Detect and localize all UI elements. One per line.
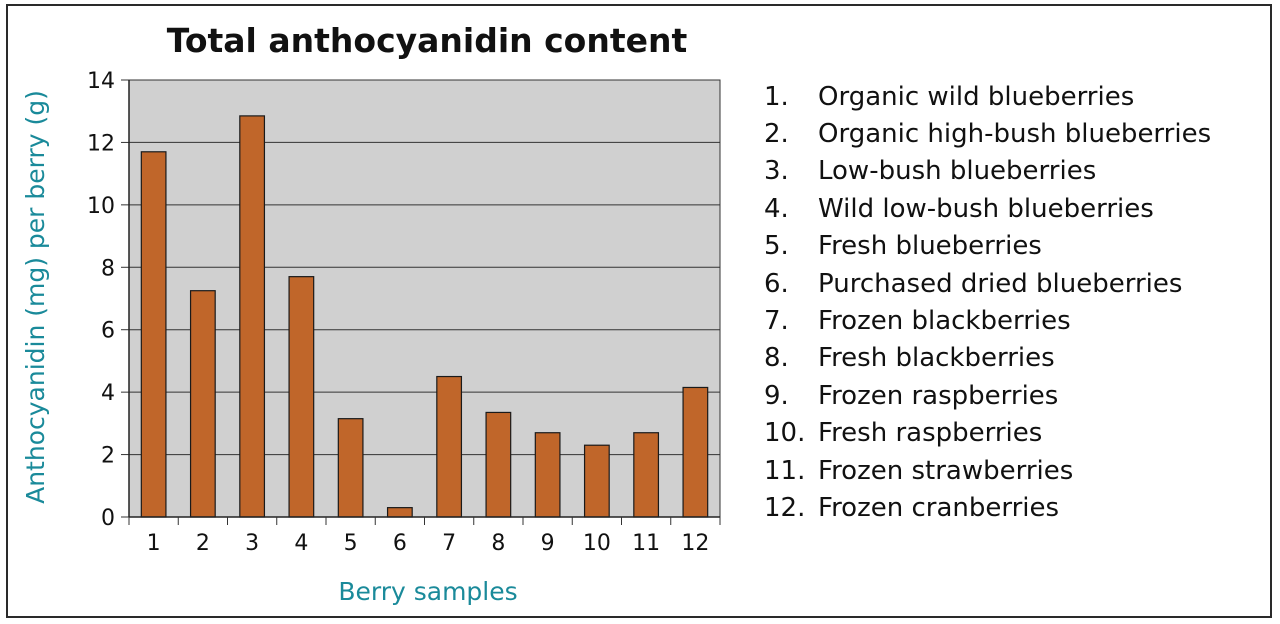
- y-tick-label: 8: [101, 256, 115, 281]
- legend-item: 3. Low-bush blueberries: [764, 153, 1211, 190]
- axes: [121, 79, 721, 525]
- legend-item-label: Purchased dried blueberries: [818, 268, 1183, 299]
- legend-item-number: 3.: [764, 156, 789, 187]
- x-tick-label: 4: [294, 531, 308, 556]
- legend-item: 10. Fresh raspberries: [764, 415, 1211, 452]
- legend-item: 8. Fresh blackberries: [764, 340, 1211, 377]
- legend-item-label: Frozen blackberries: [818, 306, 1071, 337]
- x-tick-label: 11: [632, 531, 660, 556]
- bar: [583, 444, 610, 518]
- legend-item-number: 10.: [764, 418, 806, 449]
- legend-item: 2. Organic high-bush blueberries: [764, 115, 1211, 152]
- legend-item: 4. Wild low-bush blueberries: [764, 190, 1211, 227]
- legend-item-number: 11.: [764, 455, 806, 486]
- legend-item: 7. Frozen blackberries: [764, 302, 1211, 339]
- bar: [633, 432, 660, 518]
- legend-item-number: 6.: [764, 268, 789, 299]
- x-tick-label: 7: [442, 531, 456, 556]
- legend-item-label: Organic wild blueberries: [818, 81, 1135, 112]
- x-tick-label: 3: [245, 531, 259, 556]
- bar: [534, 432, 561, 518]
- bar: [239, 115, 266, 518]
- legend-item-number: 5.: [764, 231, 789, 262]
- x-tick-label: 9: [541, 531, 555, 556]
- legend-item-label: Organic high-bush blueberries: [818, 119, 1212, 150]
- y-tick-label: 2: [101, 444, 115, 469]
- legend-item-label: Low-bush blueberries: [818, 156, 1097, 187]
- legend-item-label: Fresh raspberries: [818, 418, 1043, 449]
- x-tick-label: 8: [491, 531, 505, 556]
- legend-item-number: 2.: [764, 119, 789, 150]
- x-tick-label: 5: [344, 531, 358, 556]
- legend-item-label: Fresh blackberries: [818, 343, 1055, 374]
- y-axis-label: Anthocyanidin (mg) per berry (g): [21, 90, 50, 504]
- chart-title: Total anthocyanidin content: [167, 21, 688, 60]
- legend-item-number: 9.: [764, 380, 789, 411]
- legend-item-number: 1.: [764, 81, 789, 112]
- bar: [436, 375, 463, 518]
- x-tick-label: 2: [196, 531, 210, 556]
- legend-item-label: Fresh blueberries: [818, 231, 1042, 262]
- legend-item-number: 12.: [764, 492, 806, 523]
- bar: [189, 290, 216, 518]
- sample-legend: 1. Organic wild blueberries 2. Organic high…: [764, 78, 1211, 527]
- legend-item: 9. Frozen raspberries: [764, 377, 1211, 414]
- x-tick-labels: 1 2 3 4 5 6 7 8 9 10 11 12: [147, 531, 710, 556]
- y-tick-labels: 0 2 4 6 8 10 12 14: [87, 69, 115, 531]
- legend-item: 11. Frozen strawberries: [764, 452, 1211, 489]
- bar: [140, 151, 167, 518]
- y-tick-label: 0: [101, 506, 115, 531]
- legend-item: 5. Fresh blueberries: [764, 228, 1211, 265]
- bar: [337, 418, 364, 518]
- gridlines: [129, 79, 720, 456]
- legend-item-label: Frozen raspberries: [818, 380, 1059, 411]
- bar: [288, 276, 315, 518]
- legend-item: 6. Purchased dried blueberries: [764, 265, 1211, 302]
- bar: [682, 386, 709, 518]
- y-tick-label: 6: [101, 319, 115, 344]
- legend-item-label: Frozen strawberries: [818, 455, 1074, 486]
- legend-item-label: Frozen cranberries: [818, 492, 1060, 523]
- x-tick-label: 12: [681, 531, 709, 556]
- y-tick-label: 14: [87, 69, 115, 94]
- x-tick-label: 6: [393, 531, 407, 556]
- y-tick-label: 12: [87, 131, 115, 156]
- bar: [485, 411, 512, 518]
- x-tick-label: 1: [147, 531, 161, 556]
- x-tick-label: 10: [583, 531, 611, 556]
- bar: [386, 507, 413, 518]
- legend-item-number: 4.: [764, 193, 789, 224]
- x-axis-label: Berry samples: [338, 577, 517, 606]
- legend-item-number: 8.: [764, 343, 789, 374]
- plot-area: [128, 79, 721, 518]
- y-tick-label: 10: [87, 194, 115, 219]
- legend-item-number: 7.: [764, 306, 789, 337]
- legend-item: 1. Organic wild blueberries: [764, 78, 1211, 115]
- y-tick-label: 4: [101, 381, 115, 406]
- legend-item-label: Wild low-bush blueberries: [818, 193, 1154, 224]
- legend-item: 12. Frozen cranberries: [764, 489, 1211, 526]
